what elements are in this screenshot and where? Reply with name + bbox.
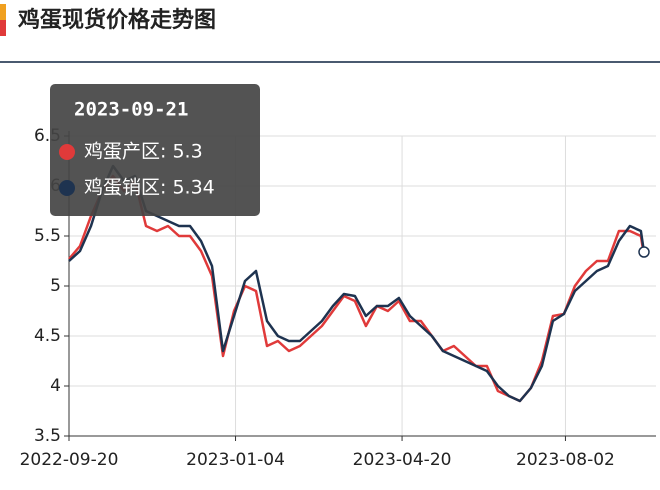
series-line <box>68 164 646 403</box>
series-line <box>68 174 646 403</box>
y-tick-label: 3.5 <box>34 426 61 446</box>
hover-point <box>638 246 650 258</box>
tooltip-marker <box>59 180 75 196</box>
tooltip-box <box>50 84 260 216</box>
tooltip-item: 鸡蛋产区: 5.3 <box>84 141 203 163</box>
y-tick-label: 5 <box>50 276 61 296</box>
tooltip-title: 2023-09-21 <box>74 99 188 121</box>
chart-title: 鸡蛋现货价格走势图 <box>17 7 216 33</box>
x-tick-label: 2022-09-20 <box>20 450 119 470</box>
title-rule <box>0 61 660 63</box>
x-tick-label: 2023-08-02 <box>516 450 615 470</box>
x-tick-label: 2023-01-04 <box>186 450 285 470</box>
tooltip: 2023-09-21 鸡蛋产区: 5.3 鸡蛋销区: 5.34 <box>50 84 260 216</box>
y-tick-label: 4.5 <box>34 326 61 346</box>
title-accent <box>0 20 6 36</box>
y-tick-label: 4 <box>50 376 61 396</box>
tooltip-marker <box>59 144 75 160</box>
y-tick-label: 5.5 <box>34 226 61 246</box>
x-tick-label: 2023-04-20 <box>353 450 452 470</box>
tooltip-item: 鸡蛋销区: 5.34 <box>84 177 215 199</box>
